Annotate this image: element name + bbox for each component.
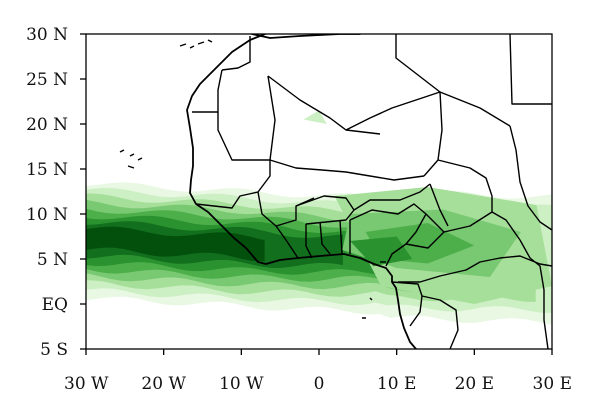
border-libya-chad <box>423 91 443 177</box>
y-tick-label: 10 N <box>26 205 68 225</box>
border-ivory-coast <box>275 224 313 259</box>
x-tick-label: 30 E <box>533 374 572 394</box>
border-mali-niger <box>269 159 425 181</box>
y-tick-label: 5 S <box>40 340 68 360</box>
y-axis: 30 N 25 N 20 N 15 N 10 N 5 N EQ 5 S <box>26 25 86 360</box>
shading-level-7 <box>86 226 265 262</box>
border-algeria-niger-libya <box>345 91 511 131</box>
x-tick-label: 10 W <box>219 374 264 394</box>
border-sudan-ethiopia <box>509 125 552 231</box>
border-south-sudan-uganda <box>519 239 549 349</box>
border-algeria-mali <box>267 75 381 135</box>
sao-tome-island <box>362 297 373 319</box>
cape-verde-islands <box>119 149 143 169</box>
x-tick-label: 0 <box>314 374 325 394</box>
map-outlines <box>119 34 552 349</box>
x-tick-label: 30 W <box>64 374 109 394</box>
y-tick-label: 25 N <box>26 70 68 90</box>
border-mauritania-mali <box>217 75 276 161</box>
canary-islands <box>179 39 213 49</box>
y-tick-label: 5 N <box>37 250 68 270</box>
border-western-sahara <box>192 69 223 113</box>
y-tick-label: 15 N <box>26 160 68 180</box>
border-ghana-togo <box>319 219 351 255</box>
coastline-north <box>251 34 361 39</box>
x-tick-label: 10 E <box>377 374 416 394</box>
coastline <box>186 34 417 349</box>
x-tick-label: 20 W <box>141 374 186 394</box>
border-morocco-algeria <box>221 36 251 71</box>
border-chad-car <box>425 183 449 233</box>
border-cameroon-car <box>405 211 521 249</box>
border-egypt-sudan <box>509 34 552 105</box>
x-axis: 30 W 20 W 10 W 0 10 E 20 E 30 E <box>64 349 572 394</box>
y-tick-label: 30 N <box>26 25 68 45</box>
y-tick-label: 20 N <box>26 115 68 135</box>
border-libya-egypt <box>395 34 441 93</box>
border-senegal-guinea <box>195 160 271 209</box>
x-tick-label: 20 E <box>455 374 494 394</box>
border-niger-nigeria <box>353 183 431 211</box>
y-tick-label: EQ <box>42 295 68 315</box>
shading-patch-4 <box>303 110 327 124</box>
border-congo-drc <box>421 295 459 349</box>
border-chad-sudan <box>437 159 493 212</box>
shading-patch-3 <box>350 236 413 267</box>
